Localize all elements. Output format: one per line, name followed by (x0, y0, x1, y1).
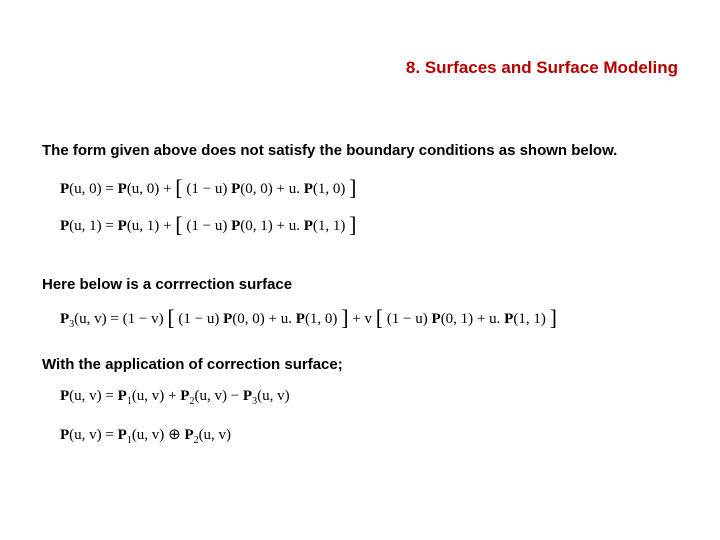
eq-args: (0, 0) (240, 181, 273, 197)
eq-args: (1, 1) (513, 311, 546, 327)
eq-symbol: P (118, 181, 127, 197)
eq-symbol: P (60, 181, 69, 197)
eq-symbol: P (118, 388, 127, 404)
bracket-left: [ (167, 310, 174, 325)
eq-symbol: P (304, 218, 313, 234)
equation-3: P3(u, v) = (1 − v) [ (1 − u) P(0, 0) + u… (60, 308, 557, 330)
eq-symbol: P (60, 427, 69, 443)
eq-text: ⊕ (168, 427, 184, 443)
eq-text: + u. (269, 311, 292, 327)
eq-text: (1 − u) (178, 311, 219, 327)
equation-4: P(u, v) = P1(u, v) + P2(u, v) − P3(u, v) (60, 388, 290, 407)
paragraph-3: With the application of correction surfa… (42, 356, 343, 373)
eq-text: + u. (477, 311, 500, 327)
paragraph-1: The form given above does not satisfy th… (42, 142, 617, 159)
eq-args: (u, v) (69, 427, 102, 443)
eq-symbol: P (184, 427, 193, 443)
eq-args: (u, v) (74, 311, 107, 327)
eq-symbol: P (118, 427, 127, 443)
eq-args: (u, 1) (127, 218, 160, 234)
eq-args: (0, 1) (441, 311, 474, 327)
eq-symbol: P (60, 388, 69, 404)
eq-args: (0, 1) (240, 218, 273, 234)
equation-5: P(u, v) = P1(u, v) ⊕ P2(u, v) (60, 425, 231, 446)
eq-args: (u, v) (199, 427, 232, 443)
eq-args: (0, 0) (232, 311, 265, 327)
eq-args: (u, v) (132, 388, 165, 404)
paragraph-2: Here below is a corrrection surface (42, 276, 292, 293)
slide-title: 8. Surfaces and Surface Modeling (406, 58, 678, 78)
eq-symbol: P (60, 311, 69, 327)
eq-symbol: P (504, 311, 513, 327)
eq-args: (1, 0) (305, 311, 338, 327)
eq-text: − (231, 388, 243, 404)
eq-symbol: P (118, 218, 127, 234)
equation-1: P(u, 0) = P(u, 0) + [ (1 − u) P(0, 0) + … (60, 178, 356, 198)
eq-args: (1, 0) (313, 181, 346, 197)
eq-text: (1 − u) (186, 218, 227, 234)
eq-args: (1, 1) (313, 218, 346, 234)
eq-args: (u, 1) (69, 218, 102, 234)
equation-2: P(u, 1) = P(u, 1) + [ (1 − u) P(0, 1) + … (60, 215, 356, 235)
eq-args: (u, v) (194, 388, 227, 404)
eq-text: + (163, 181, 175, 197)
eq-args: (u, v) (69, 388, 102, 404)
eq-symbol: P (231, 181, 240, 197)
bracket-right: ] (341, 310, 348, 325)
eq-text: = (105, 388, 117, 404)
bracket-right: ] (349, 180, 356, 195)
eq-args: (u, 0) (69, 181, 102, 197)
eq-args: (u, 0) (127, 181, 160, 197)
bracket-right: ] (349, 217, 356, 232)
eq-symbol: P (432, 311, 441, 327)
eq-text: = (105, 181, 117, 197)
eq-symbol: P (60, 218, 69, 234)
eq-symbol: P (243, 388, 252, 404)
eq-text: + u. (276, 181, 299, 197)
eq-text: = (110, 311, 122, 327)
eq-args: (u, v) (132, 427, 165, 443)
eq-args: (u, v) (257, 388, 290, 404)
eq-text: (1 − u) (387, 311, 428, 327)
bracket-left: [ (175, 180, 182, 195)
bracket-left: [ (376, 310, 383, 325)
eq-symbol: P (304, 181, 313, 197)
eq-text: + (168, 388, 180, 404)
bracket-left: [ (175, 217, 182, 232)
eq-text: + v (352, 311, 372, 327)
bracket-right: ] (550, 310, 557, 325)
eq-text: = (105, 427, 117, 443)
eq-symbol: P (223, 311, 232, 327)
eq-text: (1 − v) (123, 311, 164, 327)
eq-text: + (163, 218, 175, 234)
eq-symbol: P (231, 218, 240, 234)
eq-text: + u. (276, 218, 299, 234)
eq-text: (1 − u) (186, 181, 227, 197)
eq-symbol: P (296, 311, 305, 327)
slide: 8. Surfaces and Surface Modeling The for… (0, 0, 720, 540)
eq-text: = (105, 218, 117, 234)
